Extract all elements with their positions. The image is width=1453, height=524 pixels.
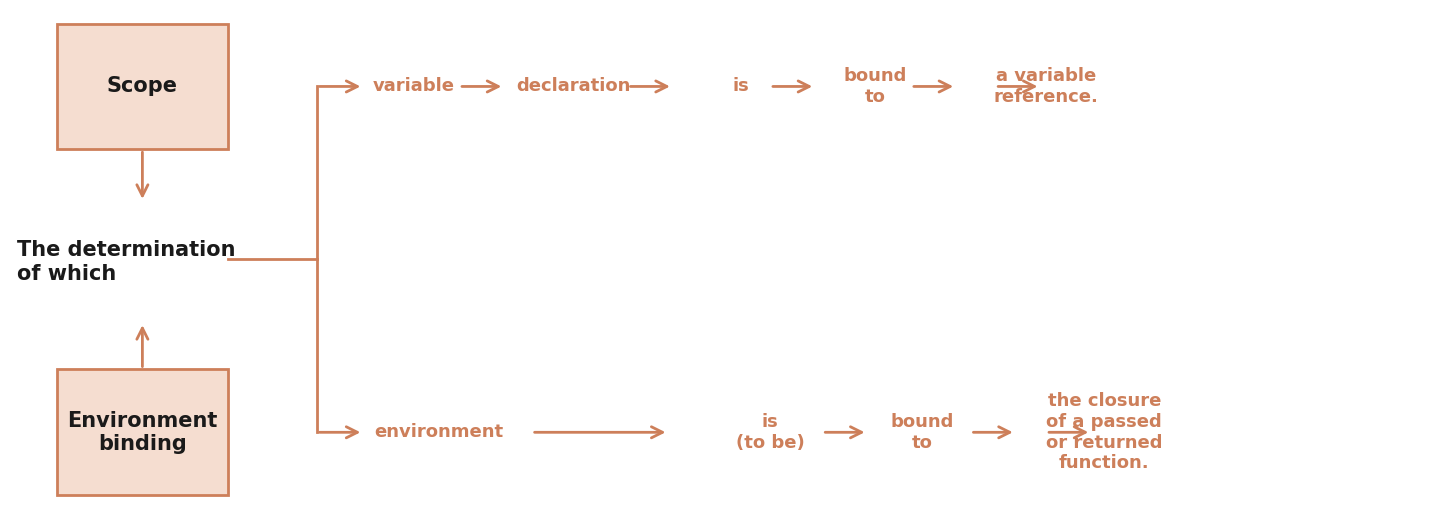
Text: variable: variable	[373, 78, 455, 95]
Text: a variable
reference.: a variable reference.	[994, 67, 1098, 106]
Text: bound
to: bound to	[891, 413, 955, 452]
Text: Environment
binding: Environment binding	[67, 411, 218, 454]
Text: is
(to be): is (to be)	[735, 413, 805, 452]
Text: is: is	[732, 78, 750, 95]
Text: bound
to: bound to	[843, 67, 907, 106]
Text: The determination
of which: The determination of which	[17, 241, 235, 283]
FancyBboxPatch shape	[57, 24, 228, 149]
FancyBboxPatch shape	[57, 369, 228, 495]
Text: the closure
of a passed
or returned
function.: the closure of a passed or returned func…	[1046, 392, 1162, 473]
Text: environment: environment	[375, 423, 503, 441]
Text: Scope: Scope	[108, 77, 177, 96]
Text: declaration: declaration	[517, 78, 631, 95]
